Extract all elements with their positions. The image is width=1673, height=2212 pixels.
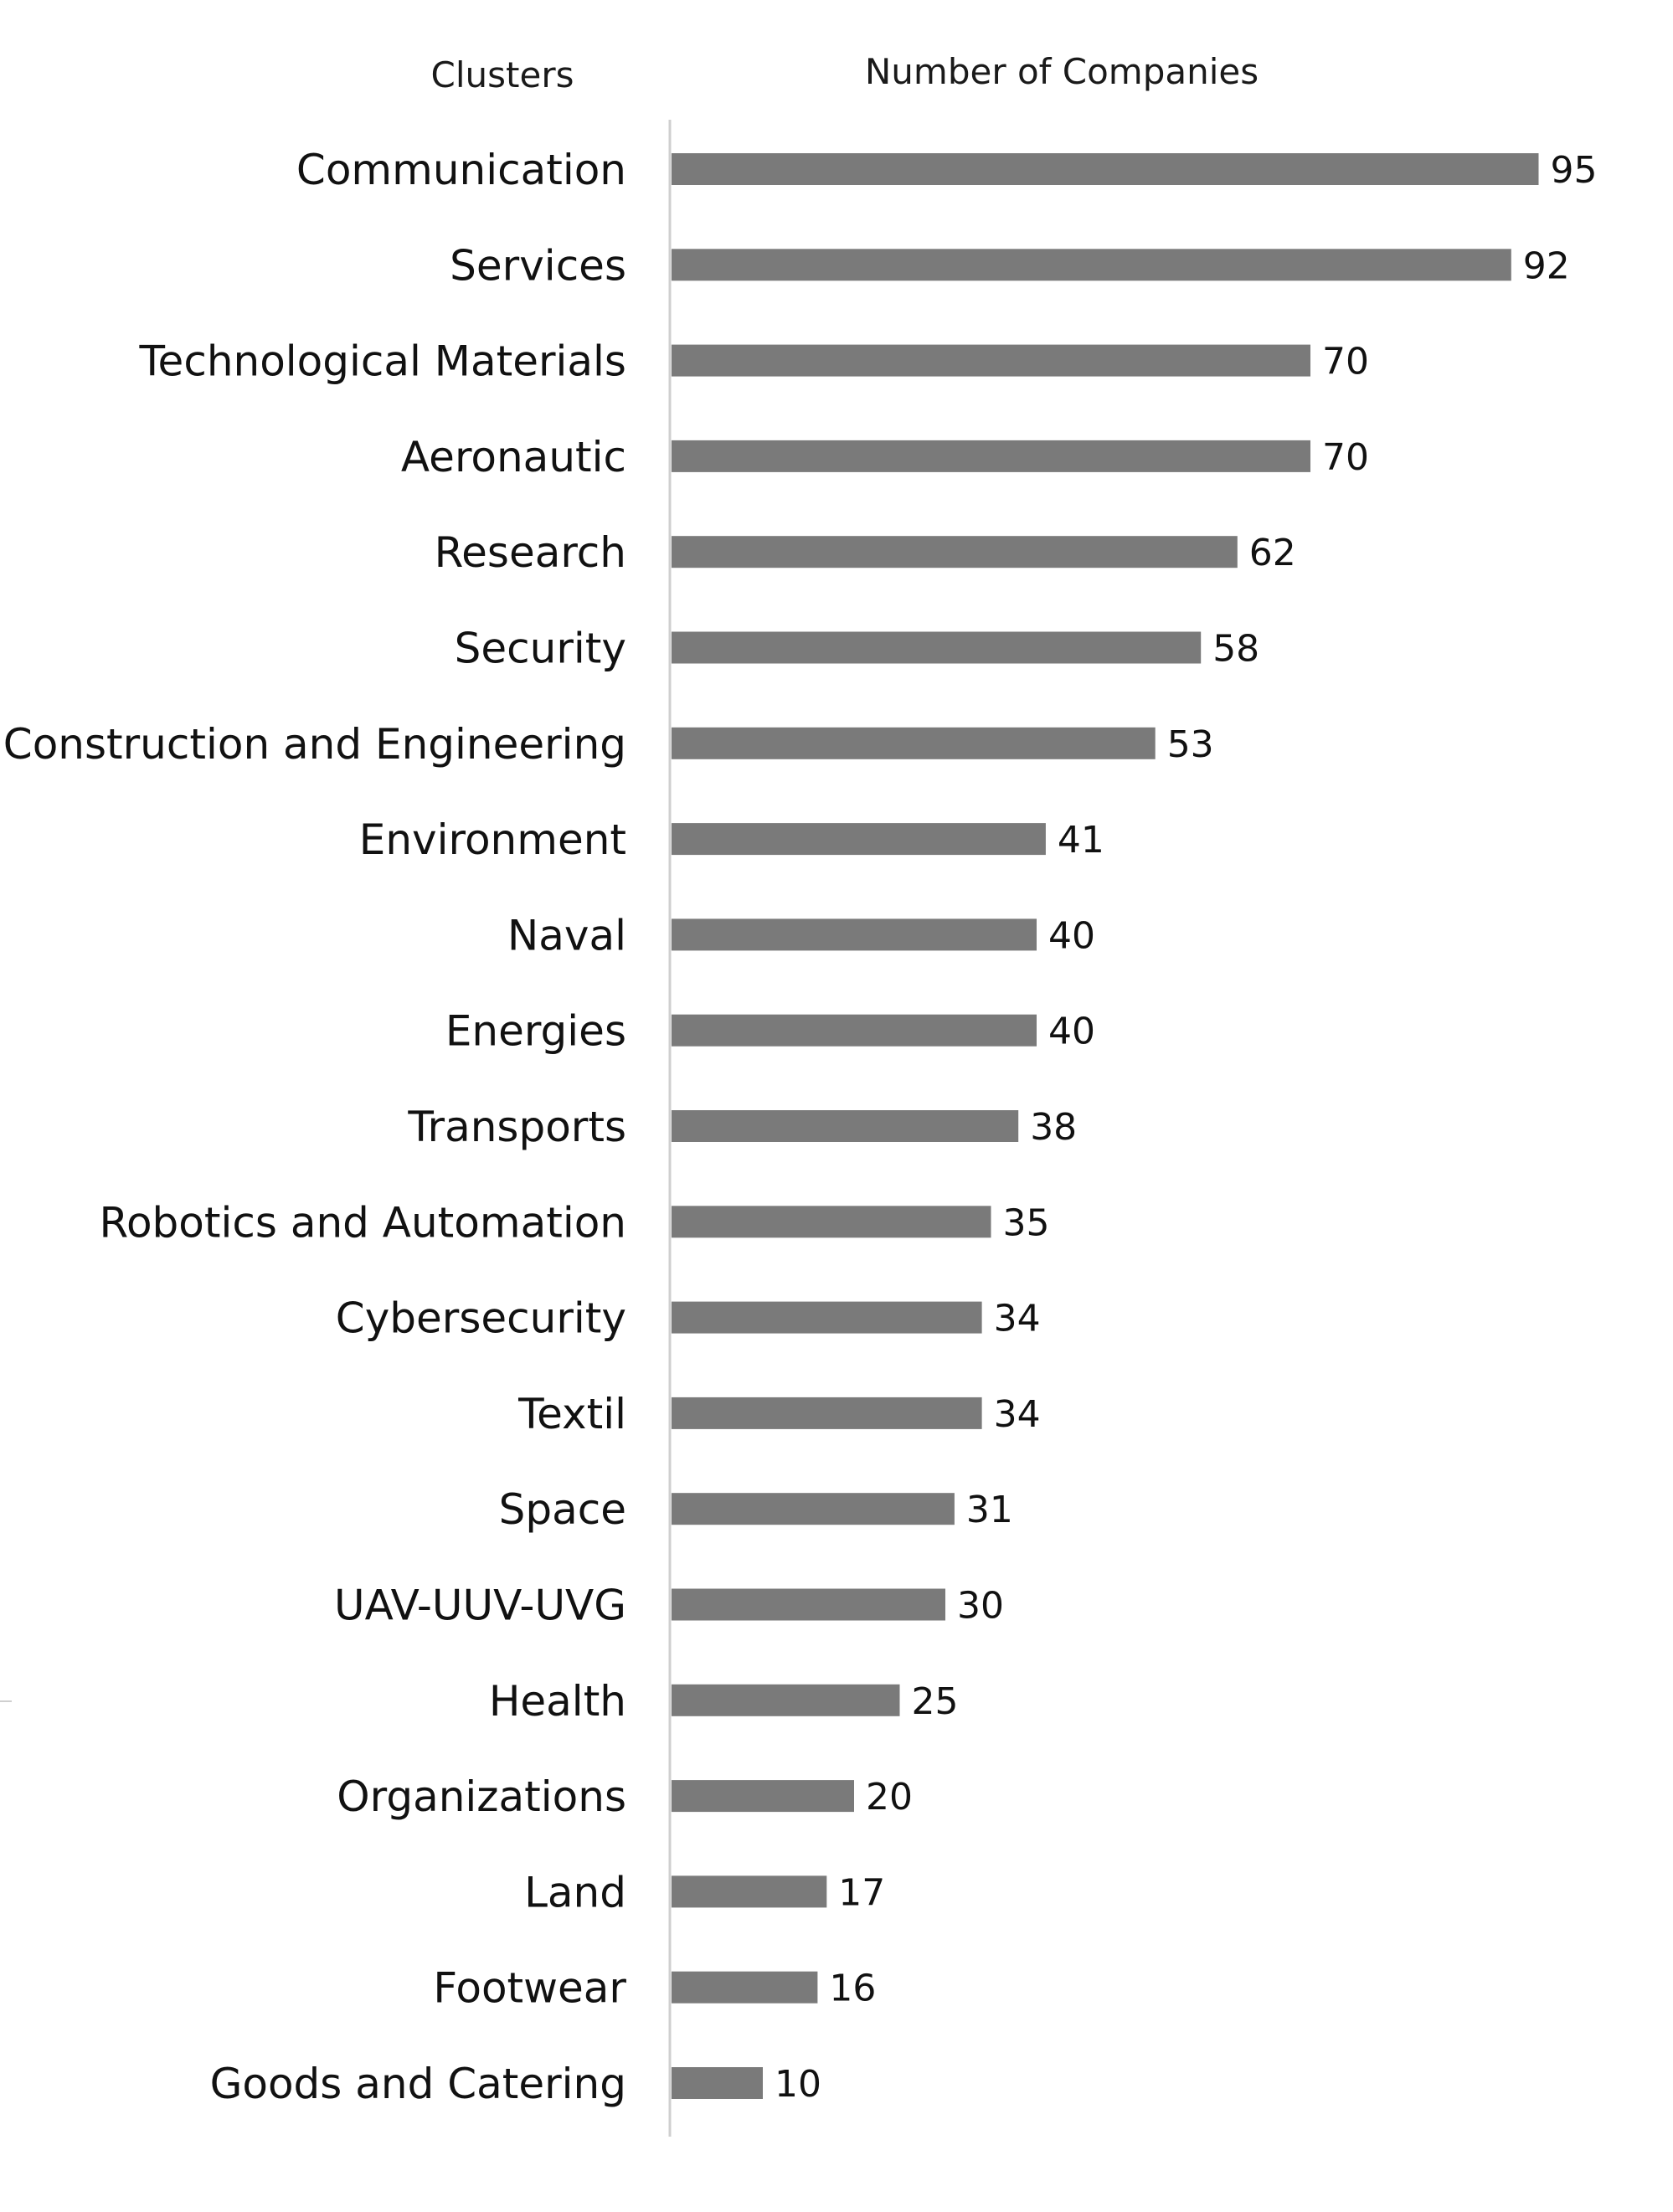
data-value-label: 35 [1003,1201,1050,1244]
category-label: UAV-UUV-UVG [334,1582,626,1630]
category-label: Naval [507,911,626,959]
bar-15 [672,1588,945,1621]
bar-2 [672,344,1310,377]
category-label: Goods and Catering [210,2060,626,2108]
bar-13 [672,1397,982,1429]
category-axis-header: Clusters [431,54,574,95]
data-value-label: 38 [1030,1106,1077,1149]
data-value-label: 34 [994,1298,1041,1340]
bar-16 [672,1684,900,1716]
category-label: Transports [407,1103,626,1151]
bar-5 [672,631,1202,664]
data-value-label: 30 [957,1585,1004,1628]
data-value-label: 10 [775,2063,821,2106]
data-value-label: 58 [1212,628,1259,671]
bar-19 [672,1971,818,2004]
bar-20 [672,2067,763,2099]
category-label: Space [499,1485,626,1534]
category-label: Construction and Engineering [3,720,626,769]
category-label: Communication [296,146,626,194]
bar-8 [672,918,1037,951]
data-value-label: 17 [838,1871,885,1914]
bar-3 [672,440,1310,472]
bar-11 [672,1206,991,1238]
data-value-label: 31 [966,1489,1013,1531]
data-value-label: 20 [866,1776,913,1818]
bar-6 [672,727,1156,759]
data-value-label: 53 [1167,723,1214,766]
bars-group: Communication 95 Services 92 Technological M… [3,146,1598,2108]
category-label: Security [455,625,626,673]
data-value-label: 40 [1048,1011,1095,1053]
bar-14 [672,1493,955,1525]
data-value-label: 95 [1551,149,1598,192]
bar-17 [672,1780,854,1813]
bar-10 [672,1110,1019,1142]
bar-0 [672,153,1539,185]
category-label: Energies [445,1007,626,1056]
category-label: Aeronautic [401,433,626,481]
value-axis-header: Number of Companies [865,51,1259,92]
data-value-label: 16 [829,1968,876,2010]
data-value-label: 41 [1058,819,1104,862]
data-value-label: 62 [1249,532,1296,574]
data-value-label: 25 [912,1680,959,1723]
category-label: Technological Materials [139,337,626,386]
bar-18 [672,1875,827,1908]
data-value-label: 34 [994,1393,1041,1436]
data-value-label: 70 [1322,436,1369,479]
bar-9 [672,1014,1037,1047]
category-label: Textil [517,1390,626,1438]
category-label: Health [489,1677,626,1726]
data-value-label: 92 [1523,244,1570,287]
category-label: Robotics and Automation [99,1198,626,1247]
category-label: Footwear [433,1964,626,2013]
bar-1 [672,249,1511,281]
bar-4 [672,536,1238,568]
data-value-label: 70 [1322,341,1369,383]
category-label: Services [450,241,626,290]
category-label: Organizations [337,1772,626,1821]
category-label: Research [435,528,626,577]
category-label: Environment [359,815,626,864]
category-label: Cybersecurity [336,1294,626,1343]
category-label: Land [524,1868,626,1916]
data-value-label: 40 [1048,914,1095,957]
bar-7 [672,823,1046,856]
bar-12 [672,1301,982,1334]
